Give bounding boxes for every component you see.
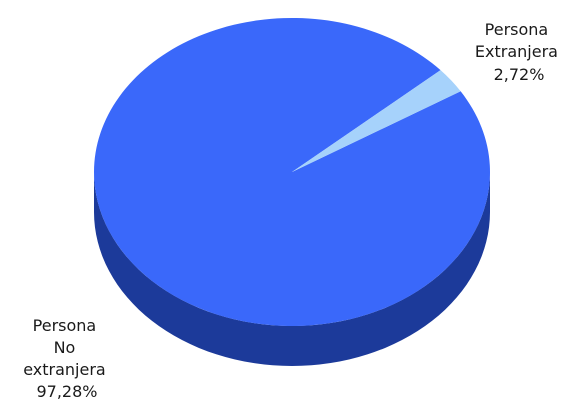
pie-slice — [93, 17, 490, 326]
slice-label-line: Extranjera — [475, 42, 558, 61]
pie-slice-side — [94, 172, 490, 366]
slice-value-label: 2,72% — [494, 65, 545, 84]
slice-label-line: Persona — [33, 316, 97, 335]
slice-label-line: Persona — [485, 20, 549, 39]
slice-label-line: extranjera — [23, 360, 106, 379]
slice-label-persona-extranjera: Persona Extranjera 2,72% — [475, 20, 563, 84]
pie-slices — [93, 17, 490, 326]
slice-label-line: No — [54, 338, 76, 357]
pie-slice — [292, 70, 461, 172]
pie-depth — [94, 172, 490, 366]
slice-label-persona-no-extranjera: Persona No extranjera 97,28% — [23, 316, 111, 401]
slice-value-label: 97,28% — [36, 382, 97, 401]
